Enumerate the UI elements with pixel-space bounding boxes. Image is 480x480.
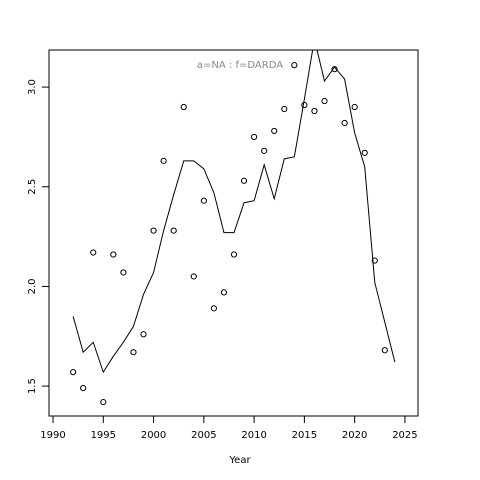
point [80,384,87,392]
point [90,249,97,256]
point [381,347,388,354]
point [341,119,348,127]
line [72,50,396,374]
x-tick-label: 2005 [191,430,216,441]
point [230,251,238,258]
point [271,127,278,135]
y-tick-label: 2.0 [27,278,38,294]
x-tick-label: 2025 [392,430,417,441]
x-tick-label: 2000 [141,430,166,441]
point [281,105,288,113]
point [140,331,147,338]
point [220,289,228,296]
x-tick-label: 2010 [241,430,266,441]
point [200,197,207,204]
point [190,273,197,280]
x-axis-label: Year [228,455,251,466]
point [351,103,358,111]
point [251,133,258,141]
point [100,398,107,406]
y-tick-label: 2.5 [27,179,38,195]
point [291,62,298,69]
x-tick-label: 1990 [40,430,65,441]
point [70,369,77,376]
point [170,227,177,234]
x-tick-label: 2020 [342,430,367,441]
point [110,251,117,258]
point [321,97,328,105]
point [311,107,318,115]
point [361,149,368,156]
x-tick-label: 1995 [91,430,116,441]
y-tick-label: 3.0 [27,79,38,95]
y-tick-label: 1.5 [27,378,38,394]
point [120,269,127,276]
point [261,147,268,154]
point [160,157,167,164]
point [240,177,248,184]
point [150,227,157,234]
annotation: a=NA : f=DARDA [197,60,283,71]
plot-area [70,50,396,406]
plot-box [48,49,419,417]
point [130,349,137,356]
x-tick-label: 2015 [292,430,317,441]
point [210,305,217,312]
point [371,257,378,264]
point [301,101,308,109]
point [180,103,187,111]
